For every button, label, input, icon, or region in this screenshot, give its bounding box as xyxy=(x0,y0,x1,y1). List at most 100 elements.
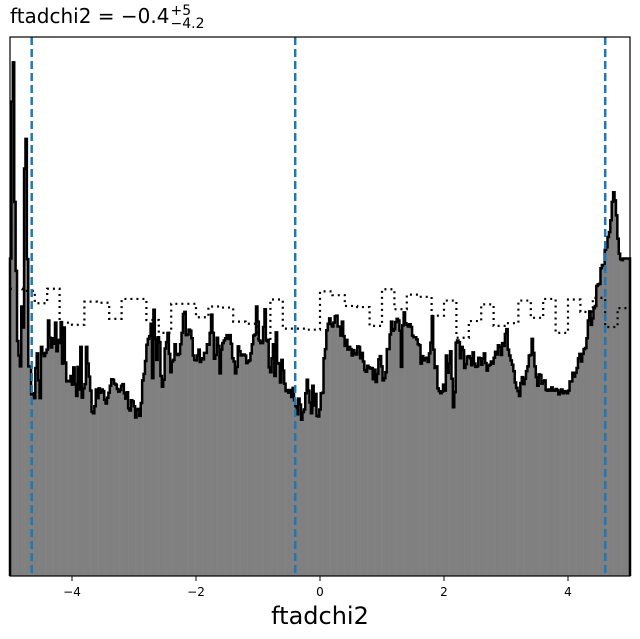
histogram-bar xyxy=(323,358,326,576)
histogram-bar xyxy=(569,381,572,576)
histogram-bar xyxy=(243,354,246,576)
histogram-bar xyxy=(128,408,130,576)
histogram-bar xyxy=(483,353,486,576)
histogram-bar xyxy=(350,349,352,576)
histogram-bar xyxy=(278,363,281,576)
histogram-bar xyxy=(403,312,406,576)
histogram-bar xyxy=(388,349,390,576)
histogram-bar xyxy=(173,359,175,576)
histogram-bar xyxy=(166,342,168,576)
histogram-bar xyxy=(362,361,365,576)
histogram-bar xyxy=(405,323,407,576)
histogram-bar xyxy=(275,332,278,576)
histogram-bar xyxy=(264,309,267,576)
histogram-bar xyxy=(554,390,556,576)
histogram-bar xyxy=(594,305,597,576)
histogram-bar xyxy=(279,382,282,576)
histogram-bar xyxy=(343,336,345,576)
histogram-bar xyxy=(482,358,485,576)
histogram-bar xyxy=(81,397,84,576)
histogram-bar xyxy=(372,379,375,576)
histogram-bar xyxy=(247,361,250,576)
histogram-bar xyxy=(164,348,167,576)
histogram-bar xyxy=(222,343,224,576)
histogram-bar xyxy=(42,353,45,576)
histogram-bar xyxy=(174,344,177,576)
histogram-bar xyxy=(347,349,350,576)
histogram-bar xyxy=(181,332,184,576)
x-axis-ticks: −4 −2 0 2 4 xyxy=(63,576,572,599)
histogram-bar xyxy=(455,342,458,576)
histogram-bar xyxy=(154,338,157,576)
histogram-bar xyxy=(348,346,351,576)
histogram-bar xyxy=(18,355,21,576)
histogram-bar xyxy=(438,391,441,576)
histogram-bar xyxy=(17,340,19,576)
histogram-bar xyxy=(620,259,622,576)
histogram-bar xyxy=(368,367,371,576)
histogram-bar xyxy=(486,370,489,576)
histogram-bar xyxy=(468,356,471,576)
histogram-bar xyxy=(101,389,104,576)
histogram-bar xyxy=(424,358,427,576)
histogram-bar xyxy=(97,398,99,576)
histogram-bar xyxy=(189,330,192,576)
histogram-bar xyxy=(49,337,52,576)
histogram-bar xyxy=(500,355,503,576)
histogram-bar xyxy=(509,355,511,576)
histogram-bar xyxy=(469,358,472,576)
histogram-bar xyxy=(146,344,149,576)
histogram-bar xyxy=(324,349,327,576)
histogram-bar xyxy=(111,379,113,576)
histogram-bar xyxy=(225,338,227,576)
histogram-bar xyxy=(563,391,566,576)
histogram-bar xyxy=(292,387,295,576)
histogram-bar xyxy=(389,334,392,576)
histogram-bar xyxy=(419,345,421,576)
histogram-bar xyxy=(385,372,388,576)
histogram-bar xyxy=(545,390,548,576)
histogram-bar xyxy=(251,344,254,576)
histogram-bar xyxy=(102,391,105,576)
histogram-bar xyxy=(250,353,253,576)
histogram-bar xyxy=(36,353,39,576)
histogram-bar xyxy=(153,309,156,576)
histogram-bar xyxy=(161,386,164,576)
histogram-bar xyxy=(98,388,101,576)
histogram-bar xyxy=(268,367,271,576)
histogram-bar xyxy=(137,408,140,576)
histogram-bar xyxy=(496,354,499,576)
histogram-bar xyxy=(364,370,366,576)
histogram-bar xyxy=(447,372,449,576)
histogram-bar xyxy=(168,353,171,576)
histogram-bar xyxy=(495,351,497,576)
histogram-bar xyxy=(551,387,553,576)
filled-histogram xyxy=(8,61,632,577)
histogram-bar xyxy=(423,360,426,576)
histogram-bar xyxy=(66,381,68,576)
title-lower-error: −4.2 xyxy=(170,15,205,32)
histogram-bar xyxy=(565,391,568,576)
histogram-bar xyxy=(336,315,338,576)
histogram-bar xyxy=(618,253,621,577)
histogram-bar xyxy=(485,363,487,576)
histogram-bar xyxy=(535,377,538,576)
histogram-bar xyxy=(458,342,461,576)
histogram-bar xyxy=(295,406,298,576)
histogram-bar xyxy=(130,400,133,576)
histogram-bar xyxy=(369,368,372,576)
histogram-bar xyxy=(502,343,504,576)
histogram-bar xyxy=(220,349,223,576)
histogram-bar xyxy=(104,399,106,576)
histogram-bar xyxy=(246,363,248,576)
histogram-bar xyxy=(400,366,403,576)
histogram-bar xyxy=(624,258,627,576)
histogram-bar xyxy=(402,325,404,576)
histogram-bar xyxy=(592,318,594,576)
histogram-bar xyxy=(354,353,357,576)
histogram-bar xyxy=(249,360,251,576)
histogram-bar xyxy=(344,345,347,576)
histogram-bar xyxy=(603,265,605,576)
histogram-bar xyxy=(46,349,49,576)
vertical-reference-lines xyxy=(30,37,607,576)
